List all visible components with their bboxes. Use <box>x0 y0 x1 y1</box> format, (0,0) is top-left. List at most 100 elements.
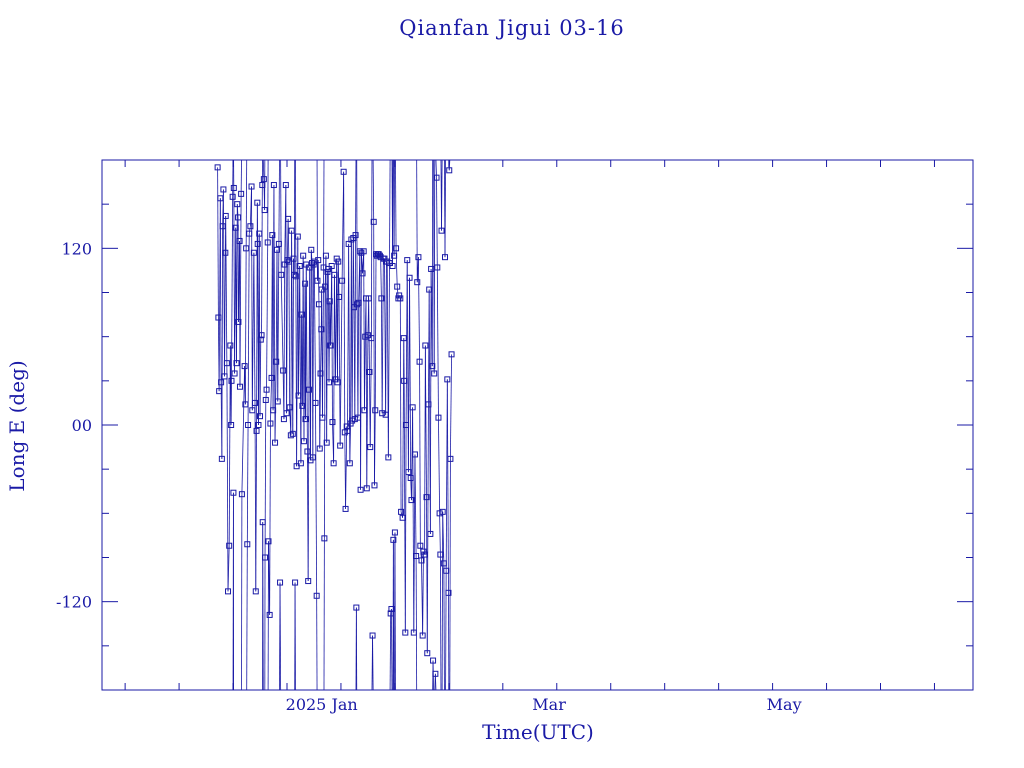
data-point <box>231 370 238 377</box>
data-point <box>400 335 407 342</box>
data-point <box>315 301 322 308</box>
data-point <box>295 392 302 399</box>
series-segment <box>338 296 341 446</box>
data-point <box>425 401 432 408</box>
series-segment <box>231 196 234 381</box>
data-point <box>409 404 416 411</box>
data-point <box>273 246 280 253</box>
series-segment <box>443 563 445 691</box>
data-point <box>217 195 224 202</box>
series-segment <box>357 302 360 418</box>
data-point <box>360 248 367 255</box>
series-segment <box>228 345 231 546</box>
data-point <box>402 629 409 636</box>
series-segment <box>253 252 256 403</box>
series-segment <box>339 280 343 446</box>
data-point <box>296 263 303 269</box>
data-point <box>433 174 440 181</box>
series-segment <box>280 159 282 275</box>
data-point <box>305 386 312 393</box>
data-point <box>287 432 294 439</box>
series-segment <box>387 263 390 458</box>
series-segment <box>374 254 377 411</box>
series-segment <box>343 171 346 433</box>
data-point <box>408 497 415 504</box>
y-tick-label: 120 <box>61 239 92 258</box>
data-point <box>220 186 227 193</box>
data-point <box>397 295 404 302</box>
series-segment <box>444 159 446 258</box>
data-point <box>299 402 306 409</box>
data-point <box>429 363 436 370</box>
data-point <box>270 182 277 189</box>
data-point <box>368 335 375 342</box>
data-point <box>398 508 405 515</box>
data-point <box>403 422 410 428</box>
data-point <box>393 245 400 252</box>
data-point <box>265 538 272 545</box>
series-segment <box>418 257 420 362</box>
data-point <box>292 273 299 280</box>
series-segment <box>445 570 447 691</box>
data-point <box>382 411 389 418</box>
series-segment <box>380 257 382 299</box>
data-point <box>254 199 261 206</box>
data-point <box>308 246 315 253</box>
series-segment <box>345 426 348 509</box>
series-segment <box>255 430 257 592</box>
series-segment <box>312 264 314 458</box>
chart-title: Qianfan Jigui 03-16 <box>399 16 625 40</box>
series-segment <box>310 249 312 461</box>
data-point <box>379 410 386 417</box>
data-point <box>378 295 385 302</box>
data-point <box>388 606 395 613</box>
series-segment <box>320 329 322 374</box>
data-point <box>331 271 338 278</box>
data-point <box>335 258 342 265</box>
data-point <box>419 632 426 639</box>
series-segment <box>278 159 280 244</box>
series-segment <box>337 261 340 297</box>
series-segment <box>406 260 409 473</box>
series-segment <box>224 252 226 377</box>
data-point <box>442 254 449 261</box>
series-segment <box>313 261 316 403</box>
data-point <box>252 588 259 595</box>
data-point <box>238 491 245 498</box>
data-point <box>448 351 455 358</box>
data-point <box>446 167 453 174</box>
data-point <box>319 414 326 421</box>
series-lines <box>217 159 452 691</box>
data-point <box>367 444 374 451</box>
data-point <box>372 407 379 414</box>
data-point <box>244 541 251 548</box>
data-point <box>411 451 418 458</box>
data-point <box>318 326 325 333</box>
series-segment <box>256 202 258 431</box>
series-segment <box>277 243 280 402</box>
series-segment <box>404 424 407 633</box>
data-point <box>227 342 234 349</box>
data-point <box>404 257 411 264</box>
data-point <box>351 416 358 423</box>
data-point <box>363 485 370 492</box>
data-point <box>262 396 269 403</box>
series-segment <box>244 248 247 405</box>
data-point <box>289 430 296 437</box>
x-tick-label: Mar <box>532 695 566 714</box>
data-point <box>427 530 434 537</box>
series-segment <box>251 252 255 411</box>
data-point <box>232 224 239 231</box>
series-segment <box>292 258 294 434</box>
data-point <box>447 455 454 462</box>
data-point <box>278 271 285 278</box>
data-point <box>336 293 343 300</box>
data-point <box>415 254 422 261</box>
data-point <box>424 650 431 657</box>
data-point <box>436 510 443 517</box>
series-segment <box>439 513 441 555</box>
data-point <box>432 670 439 677</box>
data-point <box>370 218 377 225</box>
data-point <box>238 190 245 197</box>
